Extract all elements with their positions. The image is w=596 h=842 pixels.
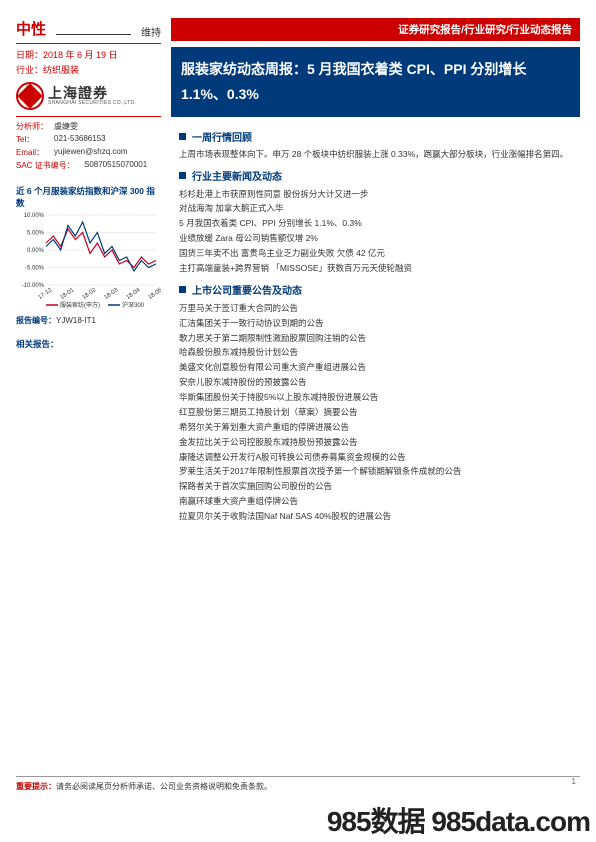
list-item: 罗莱生活关于2017年限制性股票首次授予第一个解锁期解锁条件成就的公告 xyxy=(179,464,576,479)
list-item: 歌力思关于第二期限制性激励股票回购注销的公告 xyxy=(179,331,576,346)
section-head: 一周行情回顾 xyxy=(179,129,576,144)
section-title: 行业主要新闻及动态 xyxy=(192,168,282,183)
list-item: 南赢环球重大资产重组停牌公告 xyxy=(179,494,576,509)
rating: 中性 xyxy=(16,18,46,39)
date-row: 日期：2018 年 6 月 19 日 xyxy=(16,48,161,61)
svg-text:18-02: 18-02 xyxy=(81,287,98,301)
industry-row: 行业：纺织服装 xyxy=(16,63,161,76)
date-label: 日期： xyxy=(16,50,43,60)
list-item: 华斯集团股份关于持股5%以上股东减持股份进展公告 xyxy=(179,390,576,405)
section-head: 上市公司重要公告及动态 xyxy=(179,282,576,297)
report-no-label: 报告编号： xyxy=(16,316,56,325)
svg-text:18-05: 18-05 xyxy=(147,287,161,301)
section-head: 行业主要新闻及动态 xyxy=(179,168,576,183)
list-item: 5 月我国衣着类 CPI、PPI 分别增长 1.1%、0.3% xyxy=(179,216,576,231)
analyst-tel: 021-53686153 xyxy=(54,134,106,145)
logo: 上海證券 SHANGHAI SECURITIES CO.,LTD. xyxy=(16,82,161,110)
list-item: 业绩放缓 Zara 母公司销售额仅增 2% xyxy=(179,231,576,246)
svg-text:-10.00%: -10.00% xyxy=(22,283,45,289)
svg-text:18-01: 18-01 xyxy=(59,287,76,301)
sidebar: 中性 维持 日期：2018 年 6 月 19 日 行业：纺织服装 上海證券 SH… xyxy=(16,18,161,350)
content: 一周行情回顾上周市场表现整体向下。申万 28 个板块中纺织服装上涨 0.33%，… xyxy=(171,129,580,524)
list-item: 红豆股份第三期员工持股计划（草案）摘要公告 xyxy=(179,405,576,420)
list-item: 哈森股份股东减持股份计划公告 xyxy=(179,345,576,360)
chart-title: 近 6 个月服装家纺指数和沪深 300 指数 xyxy=(16,185,161,209)
bullet-icon xyxy=(179,172,186,179)
logo-icon xyxy=(16,82,44,110)
header-bar: 证券研究报告/行业研究/行业动态报告 xyxy=(171,18,580,41)
list-item: 希努尔关于筹划重大资产重组的停牌进展公告 xyxy=(179,420,576,435)
main: 证券研究报告/行业研究/行业动态报告 服装家纺动态周报：5 月我国衣着类 CPI… xyxy=(171,18,580,524)
analyst-sac-label: SAC 证书编号： xyxy=(16,160,78,171)
list-item: 杉杉赴港上市获原则性同意 股份拆分大计又进一步 xyxy=(179,187,576,202)
section-title: 一周行情回顾 xyxy=(192,129,252,144)
top-row: 中性 维持 日期：2018 年 6 月 19 日 行业：纺织服装 上海證券 SH… xyxy=(16,18,580,524)
report-no-row: 报告编号：YJW18-IT1 xyxy=(16,315,161,326)
section-title: 上市公司重要公告及动态 xyxy=(192,282,302,297)
report-no: YJW18-IT1 xyxy=(56,316,96,325)
logo-en: SHANGHAI SECURITIES CO.,LTD. xyxy=(48,101,136,107)
svg-text:17-12: 17-12 xyxy=(37,287,54,301)
svg-text:5.00%: 5.00% xyxy=(27,231,45,237)
list-item: 康隆达调整公开发行A股可转换公司债券募集资金规模的公告 xyxy=(179,450,576,465)
list-item: 国货三年卖不出 富贵鸟主业乏力副业失败 欠债 42 亿元 xyxy=(179,246,576,261)
paragraph: 上周市场表现整体向下。申万 28 个板块中纺织服装上涨 0.33%，跑赢大部分板… xyxy=(179,148,576,161)
svg-text:10.00%: 10.00% xyxy=(24,213,45,219)
chart-svg: 10.00% 5.00% 0.00% -5.00% -10.00%17-12 18-01 1… xyxy=(16,211,161,311)
list-item: 美盛文化创意股份有限公司重大资产重组进展公告 xyxy=(179,360,576,375)
rating-row: 中性 维持 xyxy=(16,18,161,44)
disclaimer: 重要提示：请务必阅读尾页分析师承诺、公司业务资格说明和免责条款。 xyxy=(16,776,580,792)
list-item: 金发拉比关于公司控股股东减持股份预披露公告 xyxy=(179,435,576,450)
bullet-icon xyxy=(179,133,186,140)
item-list: 杉杉赴港上市获原则性同意 股份拆分大计又进一步对战海淘 加拿大鹅正式入华5 月我… xyxy=(179,187,576,276)
svg-text:服装家纺(申万): 服装家纺(申万) xyxy=(60,301,100,309)
analyst-block: 分析师： 虞婕雯 Tel： 021-53686153 Email： yujiewen@… xyxy=(16,116,161,171)
page-number: 1 xyxy=(572,777,576,786)
list-item: 万里马关于签订重大合同的公告 xyxy=(179,301,576,316)
svg-text:-5.00%: -5.00% xyxy=(25,266,45,272)
analyst-tel-label: Tel： xyxy=(16,134,48,145)
industry-label: 行业： xyxy=(16,65,43,75)
disclaimer-text: 请务必阅读尾页分析师承诺、公司业务资格说明和免责条款。 xyxy=(56,782,272,791)
svg-text:18-04: 18-04 xyxy=(125,287,142,301)
list-item: 汇洁集团关于一致行动协议到期的公告 xyxy=(179,316,576,331)
analyst-sac: S0870515070001 xyxy=(84,160,147,171)
analyst-name-label: 分析师： xyxy=(16,121,48,132)
list-item: 安奈儿股东减持股份的预披露公告 xyxy=(179,375,576,390)
analyst-email: yujiewen@shzq.com xyxy=(54,147,127,158)
list-item: 主打高端童装+跨界营销 「MISSOSE」获数百万元天使轮融资 xyxy=(179,261,576,276)
rating-line xyxy=(56,34,131,35)
industry: 纺织服装 xyxy=(43,65,79,75)
svg-text:沪深300: 沪深300 xyxy=(122,301,145,309)
disclaimer-label: 重要提示： xyxy=(16,782,56,791)
chart: 10.00% 5.00% 0.00% -5.00% -10.00%17-12 18-01 1… xyxy=(16,211,161,311)
list-item: 拉夏贝尔关于收购法国Naf Naf SAS 40%股权的进展公告 xyxy=(179,509,576,524)
analyst-email-label: Email： xyxy=(16,147,48,158)
item-list: 万里马关于签订重大合同的公告汇洁集团关于一致行动协议到期的公告歌力思关于第二期限… xyxy=(179,301,576,524)
logo-text: 上海證券 SHANGHAI SECURITIES CO.,LTD. xyxy=(48,86,136,107)
watermark: 985数据 985data.com xyxy=(327,800,590,840)
rating-maintain: 维持 xyxy=(141,24,161,39)
date: 2018 年 6 月 19 日 xyxy=(43,50,118,60)
related-reports: 相关报告： xyxy=(16,338,161,350)
svg-text:0.00%: 0.00% xyxy=(27,248,45,254)
svg-text:18-03: 18-03 xyxy=(103,287,120,301)
list-item: 探路者关于首次实施回购公司股份的公告 xyxy=(179,479,576,494)
logo-cn: 上海證券 xyxy=(48,86,136,101)
bullet-icon xyxy=(179,286,186,293)
page: 中性 维持 日期：2018 年 6 月 19 日 行业：纺织服装 上海證券 SH… xyxy=(0,0,596,842)
analyst-name: 虞婕雯 xyxy=(54,121,78,132)
title: 服装家纺动态周报：5 月我国衣着类 CPI、PPI 分别增长 1.1%、0.3% xyxy=(171,47,580,117)
list-item: 对战海淘 加拿大鹅正式入华 xyxy=(179,201,576,216)
